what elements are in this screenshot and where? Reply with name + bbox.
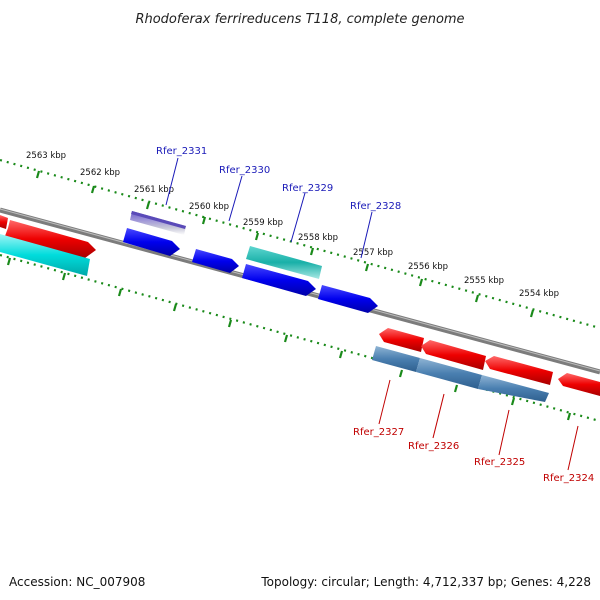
feature-steel-blue[interactable] [478,375,549,402]
cds-arrow-forward[interactable] [318,285,378,313]
tick-label: 2562 kbp [80,168,120,178]
feature-steel-blue[interactable] [416,358,482,389]
gene-label[interactable]: Rfer_2329 [282,183,333,194]
outer-scale-track [0,158,597,329]
cds-arrow-reverse[interactable] [558,373,600,396]
gene-label[interactable]: Rfer_2328 [350,201,401,212]
cds-arrow-forward[interactable] [5,220,96,258]
genome-summary-text: Topology: circular; Length: 4,712,337 bp… [260,575,591,589]
inner-scale-track [0,253,597,422]
cds-arrow-forward[interactable] [242,264,316,296]
cds-arrow-reverse[interactable] [485,356,553,385]
tick-label: 2555 kbp [464,276,504,286]
page-title: Rhodoferax ferrireducens T118, complete … [135,12,464,27]
tick-label: 2559 kbp [243,218,283,228]
gene-label[interactable]: Rfer_2327 [353,427,404,438]
rna-feature-cyan[interactable] [0,234,90,276]
gene-label-leaders-top [165,157,373,259]
feature-forward-purple[interactable] [130,211,186,235]
gene-label[interactable]: Rfer_2330 [219,165,270,176]
cds-arrow-forward[interactable] [192,249,239,273]
cds-arrow-forward[interactable] [0,215,8,229]
tick-label: 2561 kbp [134,185,174,195]
tick-label: 2563 kbp [26,151,66,161]
gene-label[interactable]: Rfer_2326 [408,441,459,452]
gene-label[interactable]: Rfer_2324 [543,473,594,484]
accession-text: Accession: NC_007908 [9,575,145,589]
tick-label: 2558 kbp [298,233,338,243]
tick-label: 2560 kbp [189,202,229,212]
rna-feature-teal[interactable] [246,246,322,279]
cds-arrow-reverse[interactable] [379,328,424,352]
tick-label: 2554 kbp [519,289,559,299]
gene-label[interactable]: Rfer_2331 [156,146,207,157]
cds-arrow-reverse[interactable] [421,340,486,370]
gene-label[interactable]: Rfer_2325 [474,457,525,468]
feature-steel-blue[interactable] [372,346,420,372]
tick-label: 2557 kbp [353,248,393,258]
tick-label: 2556 kbp [408,262,448,272]
gene-label-leaders-bottom [378,379,579,471]
cds-arrow-forward[interactable] [123,228,180,256]
